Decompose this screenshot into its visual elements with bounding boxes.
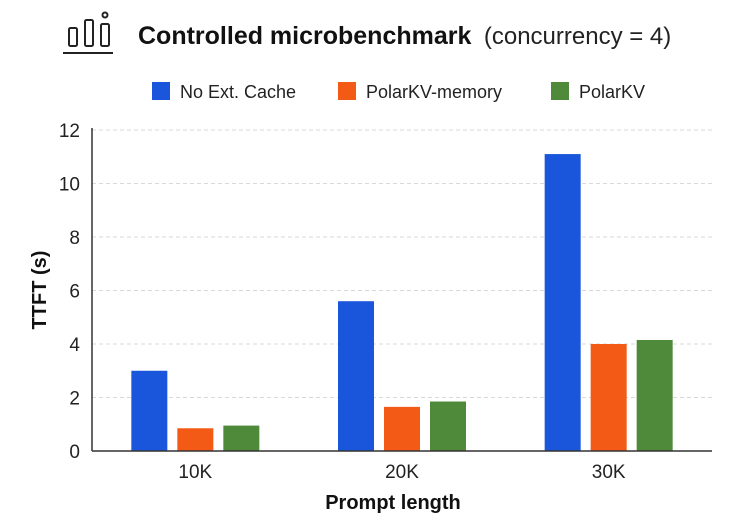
legend-label: PolarKV-memory [366,82,502,102]
bar [131,370,168,451]
bar [177,428,214,451]
y-axis-ticks: 0 2 4 6 8 10 12 [59,121,81,463]
x-tick-label: 30K [592,462,626,483]
bar [636,339,673,451]
benchmark-bars-icon [63,11,113,54]
bar [384,406,420,451]
legend-label: No Ext. Cache [180,82,296,102]
y-tick-label: 4 [69,335,80,356]
legend-item: No Ext. Cache [152,82,296,102]
bar [544,154,581,451]
legend: No Ext. Cache PolarKV-memory PolarKV [152,82,645,102]
legend-swatch [338,82,356,100]
chart-subtitle: (concurrency = 4) [484,23,671,50]
legend-item: PolarKV [551,82,645,102]
chart-title-line: Controlled microbenchmark (concurrency =… [138,22,671,50]
x-tick-label: 20K [385,462,419,483]
x-tick-label: 10K [178,462,212,483]
y-axis-label: TTFT (s) [29,251,51,330]
y-tick-label: 0 [69,442,80,463]
chart-title: Controlled microbenchmark [138,22,471,50]
gridlines [92,129,712,398]
legend-swatch [152,82,170,100]
legend-item: PolarKV-memory [338,82,502,102]
y-tick-label: 6 [69,282,80,303]
y-tick-label: 8 [69,228,80,249]
bar [590,344,627,451]
legend-swatch [551,82,569,100]
bar [338,301,374,451]
bar [223,425,260,451]
y-tick-label: 12 [59,121,80,142]
bar [430,401,466,451]
x-axis-ticks: 10K 20K 30K [178,462,625,483]
bars [131,154,673,451]
y-tick-label: 10 [59,175,80,196]
y-tick-label: 2 [69,389,80,410]
x-axis-label: Prompt length [325,492,461,514]
legend-label: PolarKV [579,82,645,102]
